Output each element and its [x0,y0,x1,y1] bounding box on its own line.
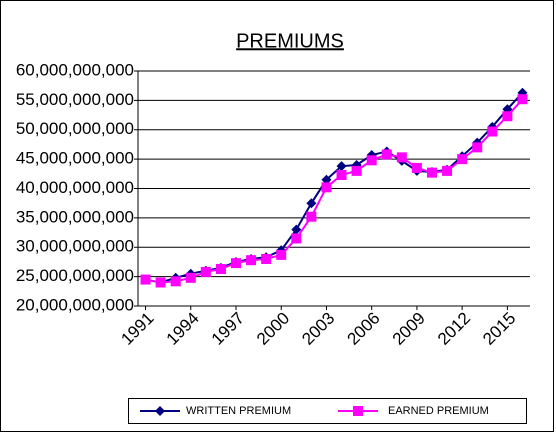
y-tick-label: 35,000,000,000 [16,207,134,226]
marker [321,182,332,193]
marker [306,211,317,222]
y-tick-label: 20,000,000,000 [16,295,134,314]
marker [517,94,528,105]
marker [231,258,241,269]
marker [170,276,181,287]
marker [396,152,407,163]
marker [200,266,211,277]
y-tick-label: 55,000,000,000 [16,90,134,109]
marker [411,162,422,173]
marker [427,167,437,178]
y-tick-label: 45,000,000,000 [16,149,134,168]
marker [336,169,347,180]
y-tick-label: 60,000,000,000 [16,60,134,79]
marker [155,277,166,288]
y-tick-label: 25,000,000,000 [16,266,134,285]
legend-label: EARNED PREMIUM [388,405,489,417]
y-tick-label: 40,000,000,000 [16,178,134,197]
marker [261,254,272,264]
marker [351,165,362,176]
marker [353,406,363,416]
marker [306,198,317,209]
marker [366,155,377,166]
marker [336,161,347,172]
marker [487,126,498,137]
marker [442,165,453,176]
marker [502,111,513,122]
marker [457,154,468,165]
marker [155,406,165,416]
marker [381,149,392,160]
y-tick-label: 30,000,000,000 [16,237,134,256]
marker [246,255,257,266]
marker [215,263,226,274]
y-tick-label: 50,000,000,000 [16,119,134,138]
marker [140,274,151,285]
legend-label: WRITTEN PREMIUM [186,405,291,417]
legend-box [128,398,527,424]
marker [472,142,483,153]
chart-title: PREMIUMS [236,30,344,52]
marker [276,249,287,260]
marker [321,174,332,185]
marker [185,272,196,283]
marker [291,224,302,235]
marker [291,233,302,244]
